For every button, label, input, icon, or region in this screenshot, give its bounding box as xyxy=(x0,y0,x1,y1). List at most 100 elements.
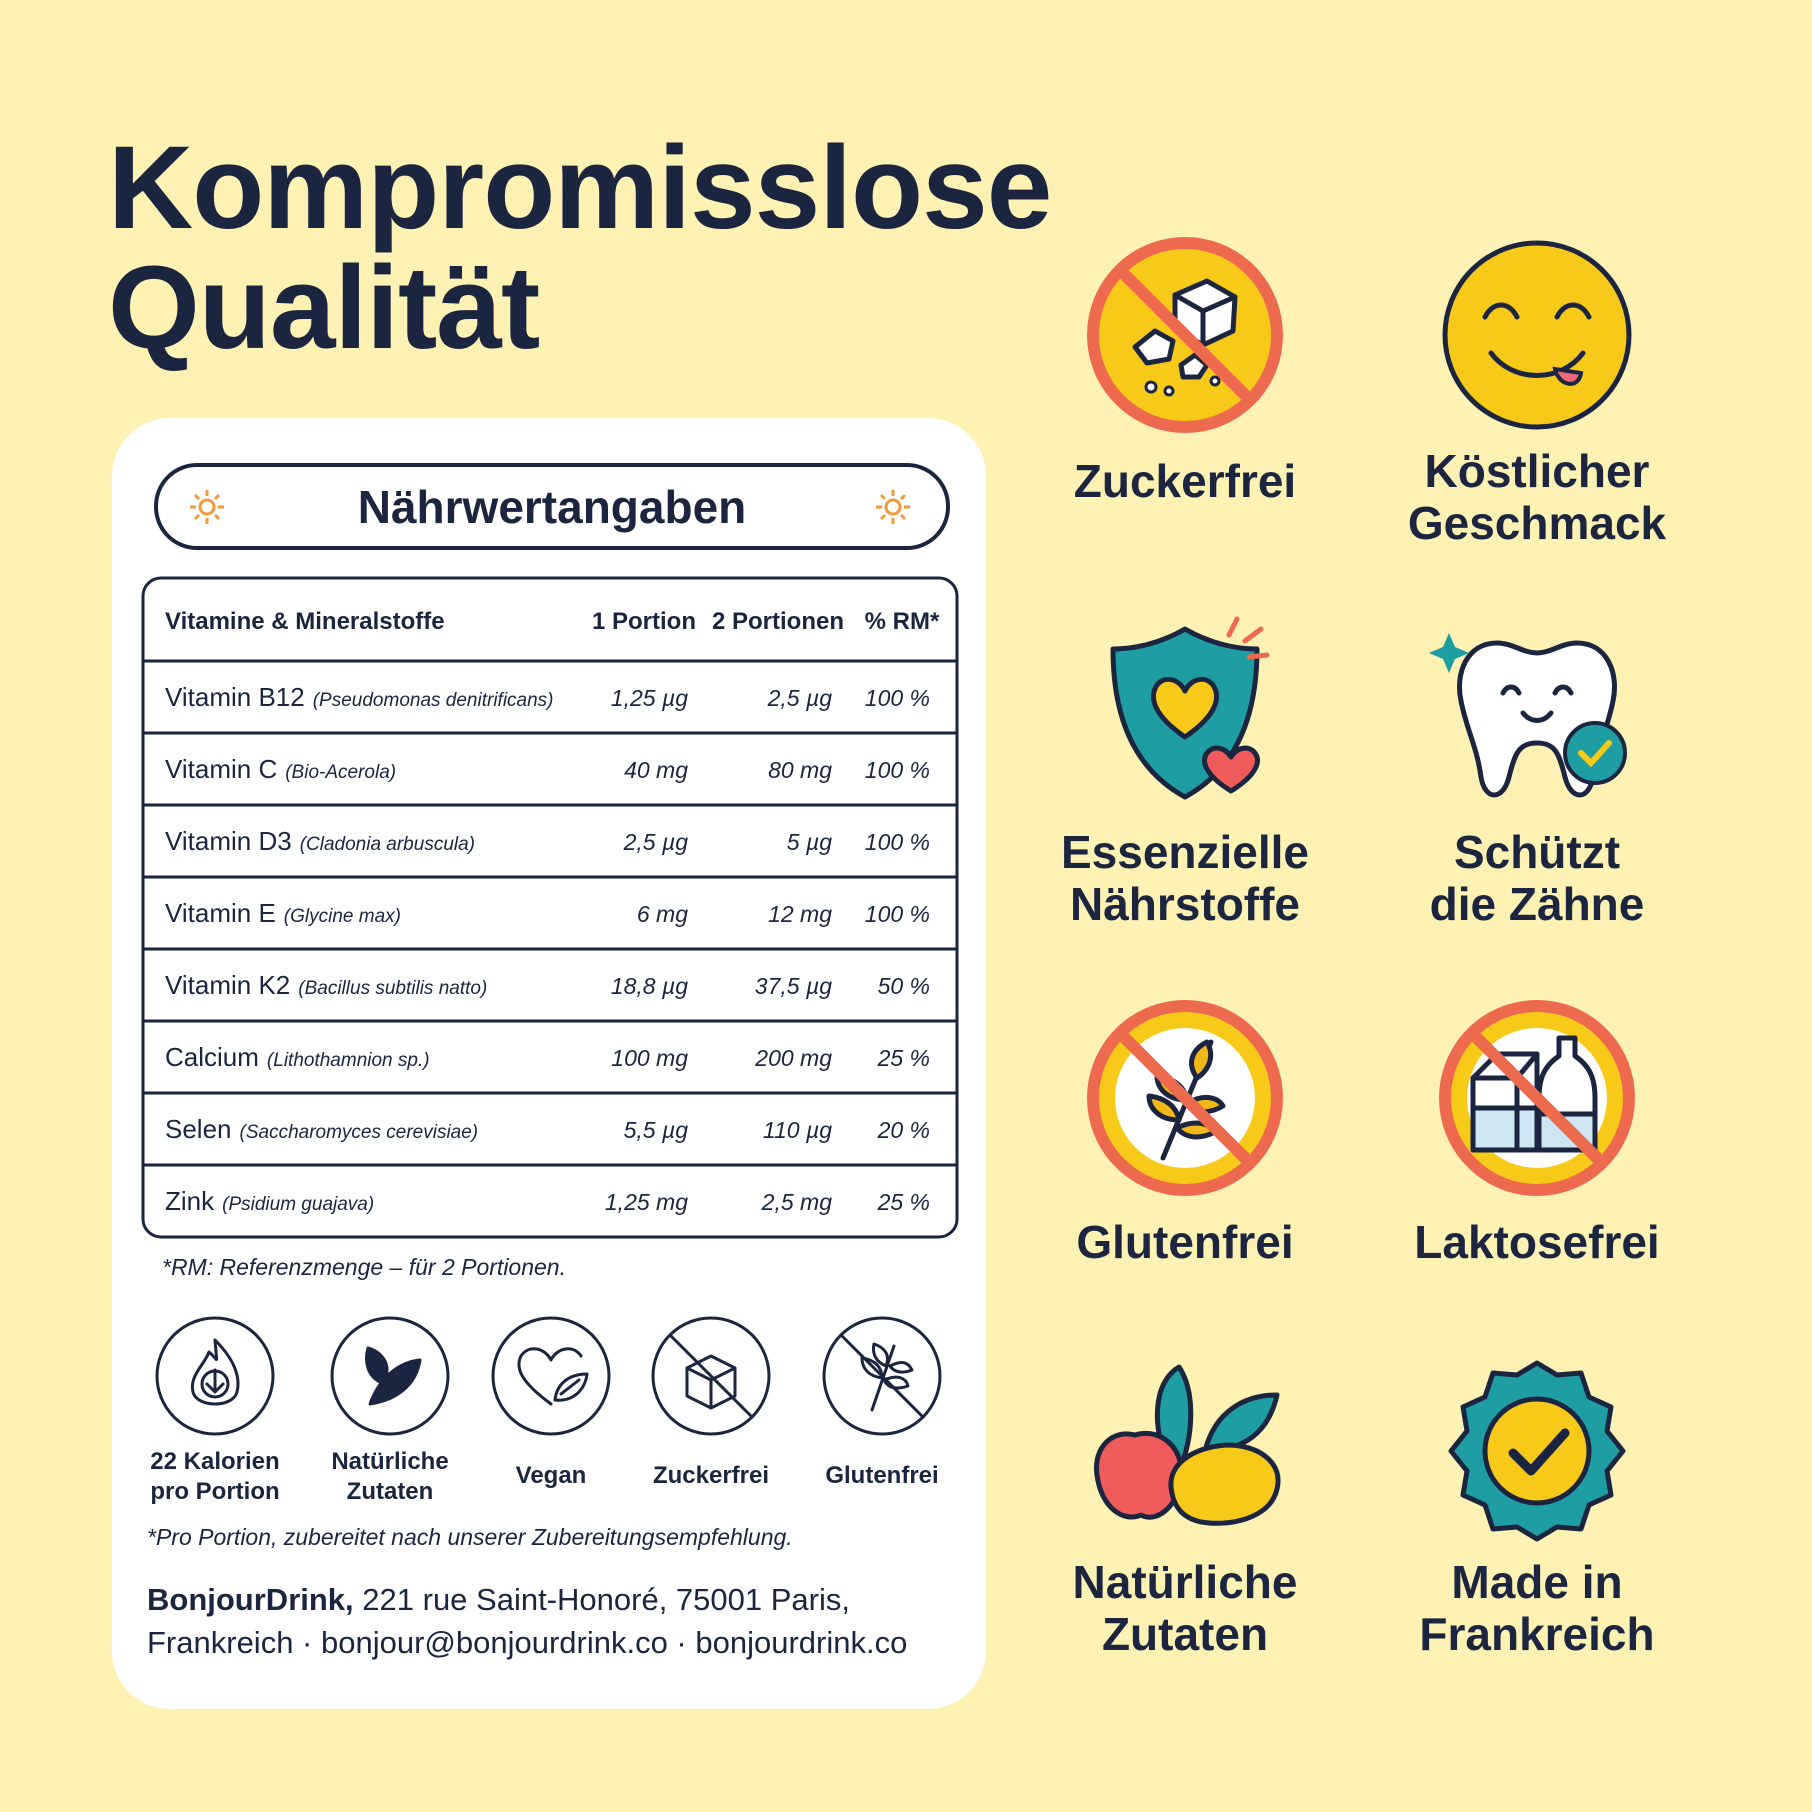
table-body: Vitamine & Mineralstoffe 1 Portion 2 Porti… xyxy=(143,608,957,1216)
nutrients-icon-part xyxy=(1226,616,1270,660)
rm-value: 20 % xyxy=(877,1117,930,1143)
smiley-icon-part xyxy=(1442,240,1632,430)
preparation-note: *Pro Portion, zubereitet nach unserer Zu… xyxy=(147,1524,793,1550)
portion-1-value: 100 mg xyxy=(611,1045,688,1071)
glutenfree-feature-icon-part xyxy=(1116,1029,1254,1167)
heading-pill xyxy=(154,463,950,550)
sugarfree-feature-icon-part-part xyxy=(1163,385,1175,397)
nutrient: Vitamin B12 xyxy=(165,682,305,712)
sugarfree-feature-icon xyxy=(1087,237,1283,433)
badge-label: Natürliche xyxy=(331,1448,448,1475)
sun-icon xyxy=(876,490,910,524)
contact-line: Frankreich · bonjour@bonjourdrink.co · b… xyxy=(147,1625,907,1660)
nutrient: Vitamin K2 xyxy=(165,970,290,1000)
nutrient-source: (Saccharomyces cerevisiae) xyxy=(240,1122,479,1143)
nutrient-source: (Cladonia arbuscula) xyxy=(300,834,475,855)
nutrient-source: (Bacillus subtilis natto) xyxy=(298,978,487,999)
badge-label: Zutaten xyxy=(347,1478,434,1505)
sugarfree-icon-part xyxy=(685,1354,737,1410)
sun-icon-part xyxy=(876,490,910,524)
column-header: Vitamine & Mineralstoffe xyxy=(165,608,445,635)
nutrient: Vitamin C xyxy=(165,754,277,784)
address-line: BonjourDrink, 221 rue Saint-Honoré, 7500… xyxy=(147,1582,850,1617)
leaf-icon-part xyxy=(368,1358,422,1406)
badge-label: Zuckerfrei xyxy=(653,1462,769,1489)
vegan-icon-part xyxy=(559,1378,581,1396)
fruits-icon xyxy=(1094,1364,1281,1526)
portion-2-value: 37,5 µg xyxy=(755,973,832,999)
portion-2-value: 110 µg xyxy=(763,1117,832,1143)
glutenfree-icon xyxy=(822,1316,942,1436)
portion-1-value: 2,5 µg xyxy=(623,829,689,855)
badge-label: 22 Kalorien xyxy=(150,1448,279,1475)
lactosefree-icon-part xyxy=(1468,1029,1606,1167)
sugarfree-icon xyxy=(651,1316,771,1436)
nutrient: Selen xyxy=(165,1114,232,1144)
sugarfree-feature-icon-part xyxy=(1116,266,1254,404)
feature-label: Essenzielle xyxy=(1061,826,1309,878)
portion-2-value: 80 mg xyxy=(768,757,832,783)
badge-label: Vegan xyxy=(516,1462,587,1489)
sun-icon-part xyxy=(198,498,216,516)
feature-label: Frankreich xyxy=(1419,1608,1654,1660)
feature-label: Zutaten xyxy=(1102,1608,1268,1660)
tooth-icon-part xyxy=(1563,721,1627,785)
feature-label: Geschmack xyxy=(1408,497,1667,549)
feature-label: Natürliche xyxy=(1073,1556,1298,1608)
calorie-icon xyxy=(155,1316,275,1436)
rm-value: 100 % xyxy=(865,685,930,711)
sun-icon xyxy=(190,490,224,524)
sugarfree-feature-icon-part-part xyxy=(1144,380,1158,394)
nutrient: Calcium xyxy=(165,1042,259,1072)
smiley-icon-part xyxy=(1482,302,1592,378)
feature-label: Nährstoffe xyxy=(1070,878,1300,930)
feature-label: die Zähne xyxy=(1430,878,1645,930)
made-in-france-icon xyxy=(1448,1360,1626,1542)
glutenfree-icon-part xyxy=(822,1316,942,1436)
nutrients-icon-part xyxy=(1202,745,1260,794)
sugarfree-feature-icon-part-part xyxy=(1209,375,1221,387)
calorie-icon-part xyxy=(190,1338,240,1406)
column-header: 1 Portion xyxy=(592,608,696,635)
tooth-icon xyxy=(1429,633,1627,798)
glutenfree-icon-part xyxy=(840,1334,924,1418)
badge-label: Glutenfrei xyxy=(825,1462,938,1489)
glutenfree-feature-icon xyxy=(1087,1000,1283,1196)
nutrition-heading: Nährwertangaben xyxy=(358,481,747,533)
leaf-icon xyxy=(330,1316,450,1436)
nutrient: Vitamin D3 xyxy=(165,826,292,856)
portion-1-value: 6 mg xyxy=(637,901,688,927)
sugarfree-feature-icon-part xyxy=(1144,375,1221,397)
portion-2-value: 2,5 µg xyxy=(767,685,833,711)
nutrient-source: (Lithothamnion sp.) xyxy=(267,1050,430,1071)
sun-icon-part xyxy=(190,490,224,524)
feature-label: Made in xyxy=(1451,1556,1622,1608)
nutrient-name: Zink (Psidium guajava) xyxy=(165,1186,374,1216)
nutrient-name: Vitamin D3 (Cladonia arbuscula) xyxy=(165,826,475,856)
portion-1-value: 40 mg xyxy=(624,757,688,783)
feature-label: Köstlicher xyxy=(1425,445,1650,497)
title-line: Kompromisslose xyxy=(108,122,1051,254)
smiley-icon-part xyxy=(1552,366,1584,386)
nutrient: Zink xyxy=(165,1186,215,1216)
nutrient-name: Vitamin E (Glycine max) xyxy=(165,898,401,928)
lactosefree-icon-part-part xyxy=(1470,1105,1540,1153)
vegan-icon-part xyxy=(517,1347,583,1406)
tooth-icon-part xyxy=(1500,684,1574,723)
fruits-icon-part-part xyxy=(1094,1430,1184,1520)
leaf-icon-part xyxy=(330,1316,450,1436)
calorie-icon-part xyxy=(205,1368,225,1394)
portion-1-value: 5,5 µg xyxy=(624,1117,689,1143)
fruits-icon-part-part xyxy=(1168,1442,1281,1526)
column-header: 2 Portionen xyxy=(712,608,844,635)
nutrient-source: (Bio-Acerola) xyxy=(285,762,396,783)
glutenfree-feature-icon-part-part xyxy=(1189,1039,1214,1081)
glutenfree-feature-icon-part-part xyxy=(1146,1093,1182,1123)
rm-value: 100 % xyxy=(865,757,930,783)
portion-1-value: 1,25 µg xyxy=(611,685,688,711)
portion-1-value: 1,25 mg xyxy=(605,1189,688,1215)
nutrient-name: Vitamin B12 (Pseudomonas denitrificans) xyxy=(165,682,554,712)
